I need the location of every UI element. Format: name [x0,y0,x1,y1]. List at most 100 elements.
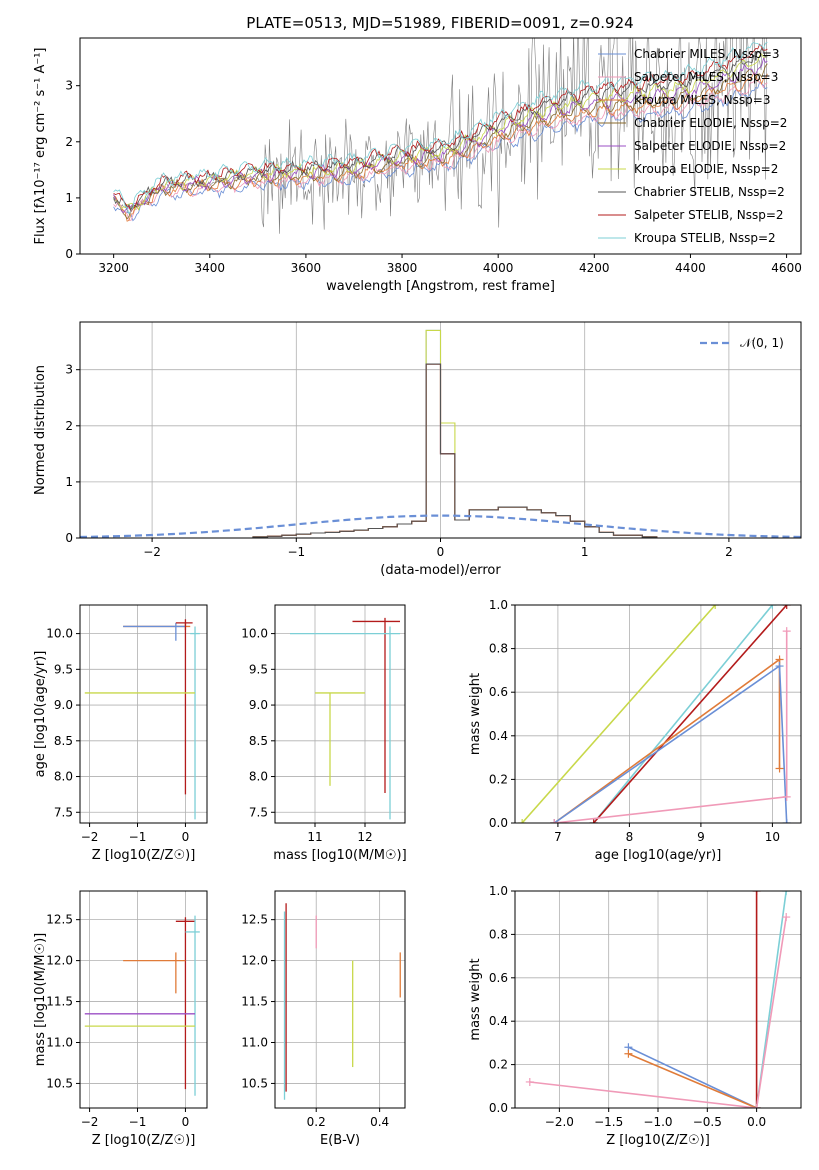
plot-area [515,891,801,1108]
series-line [592,605,774,823]
x-tick-label: 9 [697,830,705,844]
chart-spectrum: 3200 3400 3600 3800 4000 4200 4400 4600 0 1 2 3 wave… [33,37,802,294]
axes-frame [79,890,208,1109]
y-tick-label: 8.0 [54,770,73,784]
x-tick-label: 4600 [771,261,802,275]
y-tick-label: 0.4 [489,1014,508,1028]
y-tick-label: 8.5 [249,734,268,748]
plot-area [275,891,405,1108]
legend-label: Kroupa MILES, Nssp=3 [634,93,770,107]
model-line [113,47,768,211]
y-tick-label: 3 [65,79,73,93]
x-tick-label: −1 [129,1115,147,1129]
x-tick-label: 4000 [483,261,514,275]
y-tick-label: 10.0 [241,627,268,641]
x-tick-label: −2 [81,1115,99,1129]
y-tick-label: 11.0 [241,1035,268,1049]
chart-age_vs_Z: −2 −1 0 7.5 8.0 8.5 9.0 9.5 10.0 Z [log10(Z/Z☉)] a… [33,604,208,863]
x-tick-label: 0 [182,830,190,844]
x-tick-label: 3800 [387,261,418,275]
model-line [113,43,768,213]
y-tick-label: 0.0 [489,816,508,830]
x-tick-label: 3600 [291,261,322,275]
y-tick-label: 0.8 [489,642,508,656]
x-axis-label: Z [log10(Z/Z☉)] [92,1133,196,1148]
legend-label: Kroupa STELIB, Nssp=2 [634,231,776,245]
legend-label: 𝒩(0, 1) [740,336,784,350]
x-axis-label: age [log10(age/yr)] [595,848,722,863]
legend: 𝒩(0, 1) [700,336,784,350]
series-line [593,605,788,823]
series-point [782,605,791,609]
x-axis-label: Z [log10(Z/Z☉)] [606,1133,710,1148]
legend: Chabrier MILES, Nssp=3 Salpeter MILES, Ns… [598,47,787,245]
x-tick-label: 4200 [579,261,610,275]
x-tick-label: −0.5 [693,1115,722,1129]
x-tick-label: 8 [626,830,634,844]
legend-label: Chabrier MILES, Nssp=3 [634,47,780,61]
model-line [113,81,768,222]
x-tick-label: 3200 [98,261,129,275]
x-tick-label: 11 [307,830,322,844]
y-tick-label: 1 [65,191,73,205]
y-axis-label: Flux [fλ10⁻¹⁷ erg cm⁻² s⁻¹ A⁻¹] [33,48,48,245]
x-tick-label: 0.4 [370,1115,389,1129]
series-line [628,1046,757,1108]
series-line [553,664,788,823]
figure-title: PLATE=0513, MJD=51989, FIBERID=0091, z=0… [246,14,633,32]
series-point [782,819,791,823]
y-axis-label: mass [log10(M/M☉)] [33,933,48,1066]
y-tick-label: 10.5 [46,1076,73,1090]
series-point [589,819,598,823]
x-axis-label: E(B-V) [320,1133,360,1148]
model-line [113,41,768,215]
y-tick-label: 9.5 [249,662,268,676]
legend-label: Salpeter STELIB, Nssp=2 [634,208,784,222]
histogram-step [80,363,801,538]
y-tick-label: 0.0 [489,1101,508,1115]
y-tick-label: 9.0 [249,698,268,712]
x-tick-label: −2.0 [545,1115,574,1129]
legend-label: Kroupa ELODIE, Nssp=2 [634,162,778,176]
plot-area [80,322,801,538]
y-tick-label: 0.6 [489,685,508,699]
chart-mass_weight_vs_Z: −2.0 −1.5 −1.0 −0.5 0.0 0.0 0.2 0.4 0.6 0.8 1.0 Z [… [468,884,802,1148]
y-tick-label: 2 [65,135,73,149]
x-tick-label: −1 [287,545,305,559]
series-point [518,819,527,823]
y-tick-label: 1.0 [489,884,508,898]
series-line [628,1053,757,1108]
x-tick-label: 1 [581,545,589,559]
y-tick-label: 11.5 [46,995,73,1009]
legend-label: Chabrier ELODIE, Nssp=2 [634,116,787,130]
series-point [775,764,784,773]
x-axis-label: (data-model)/error [380,563,501,578]
x-tick-label: 0 [182,1115,190,1129]
axes-frame [79,37,802,255]
plot-area [275,605,405,823]
series-point [624,1049,633,1058]
y-tick-label: 10.0 [46,627,73,641]
chart-age_vs_mass: 11 12 7.5 8.0 8.5 9.0 9.5 10.0 mass [log10(M/M☉)… [241,604,407,863]
y-tick-label: 8.5 [54,734,73,748]
series-line [521,605,716,823]
y-tick-label: 0 [65,531,73,545]
x-axis-label: Z [log10(Z/Z☉)] [92,848,196,863]
x-tick-label: −1 [129,830,147,844]
series-point [525,1077,534,1086]
chart-mass_vs_ebv: 0.2 0.4 10.5 11.0 11.5 12.0 12.5 E(B-V) [241,890,406,1148]
x-axis-label: wavelength [Angstrom, rest frame] [326,279,555,294]
y-axis-label: mass weight [468,673,483,755]
x-tick-label: 7 [554,830,562,844]
chart-residuals: −2 −1 0 1 2 0 1 2 3 (data-model)/error Normed dist… [33,321,802,578]
series-point [782,891,791,895]
x-axis-label: mass [log10(M/M☉)] [273,848,406,863]
y-tick-label: 1 [65,475,73,489]
x-tick-label: 0 [437,545,445,559]
legend-label: Salpeter MILES, Nssp=3 [634,70,778,84]
series-point [550,819,559,823]
y-tick-label: 12.5 [241,913,268,927]
x-tick-label: 2 [725,545,733,559]
y-tick-label: 7.5 [249,805,268,819]
